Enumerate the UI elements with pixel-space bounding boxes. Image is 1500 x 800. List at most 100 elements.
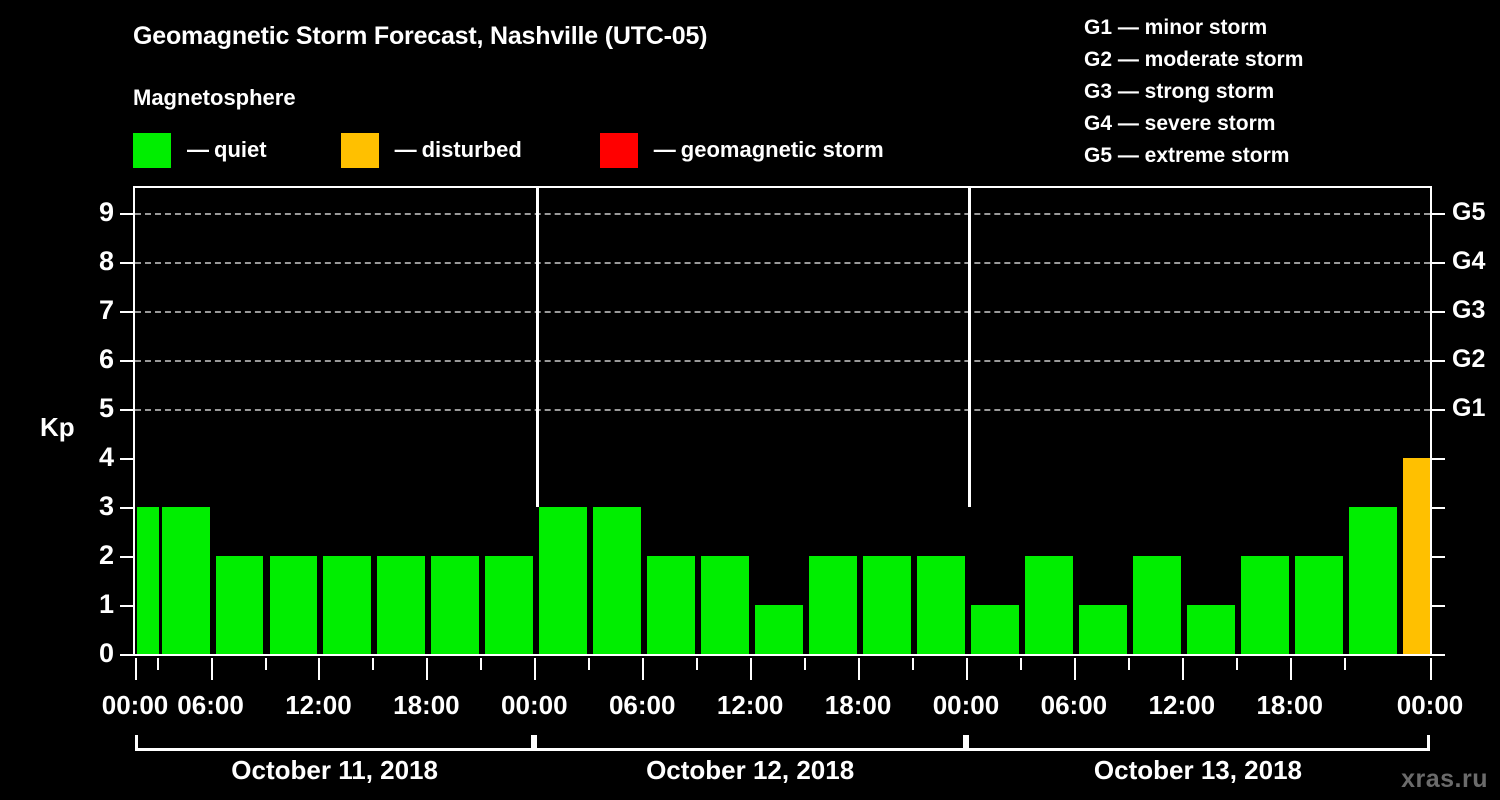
right-tick-mark-7 xyxy=(1432,310,1445,313)
y-tick-mark-4 xyxy=(120,457,133,460)
x-tick-label-8: 00:00 xyxy=(932,690,1000,720)
gridline-kp-6 xyxy=(135,359,1430,362)
bar xyxy=(539,506,588,654)
x-tick-mark-17 xyxy=(1019,658,1022,670)
y-tick-mark-6 xyxy=(120,359,133,362)
y-tick-mark-8 xyxy=(120,261,133,264)
y-tick-label-7: 7 xyxy=(98,294,114,325)
right-tick-mark-5 xyxy=(1432,408,1445,411)
x-tick-label-1: 06:00 xyxy=(177,690,244,720)
x-tick-mark-16 xyxy=(965,658,968,680)
y-tick-label-2: 2 xyxy=(98,539,114,570)
y-tick-label-3: 3 xyxy=(98,490,114,521)
bar xyxy=(701,555,750,654)
y-tick-mark-9 xyxy=(120,212,133,215)
disturbed-swatch xyxy=(340,132,379,168)
x-tick-mark-3 xyxy=(264,658,267,670)
legend-dash-icon: — xyxy=(653,137,676,162)
y-tick-mark-7 xyxy=(120,310,133,313)
day-divider-1 xyxy=(536,188,540,507)
x-tick-mark-1 xyxy=(156,658,159,670)
bar xyxy=(1078,604,1127,654)
legend-entry-geomagnetic-storm: — geomagnetic storm xyxy=(599,130,884,170)
x-tick-label-6: 12:00 xyxy=(716,690,784,720)
page-title: Geomagnetic Storm Forecast, Nashville (U… xyxy=(133,22,708,50)
legend-entry-quiet: — quiet xyxy=(133,130,267,170)
y-tick-label-6: 6 xyxy=(98,343,114,374)
bar xyxy=(1402,457,1430,654)
x-tick-label-4: 00:00 xyxy=(501,690,568,720)
x-tick-mark-8 xyxy=(534,658,537,680)
bar xyxy=(215,555,264,654)
g-tick-label-G4: G4 xyxy=(1452,246,1486,275)
x-tick-mark-20 xyxy=(1181,658,1184,680)
bar xyxy=(970,604,1019,654)
x-tick-mark-11 xyxy=(696,658,699,670)
legend-label: disturbed xyxy=(421,137,522,162)
day-divider-2 xyxy=(967,188,971,507)
y-tick-mark-1 xyxy=(120,604,133,607)
g-legend-line-4: G4 — severe storm xyxy=(1084,112,1276,135)
x-tick-label-3: 18:00 xyxy=(393,690,460,720)
legend-entry-disturbed: — disturbed xyxy=(340,130,522,170)
x-tick-mark-15 xyxy=(912,658,914,670)
x-tick-label-9: 06:00 xyxy=(1040,690,1108,720)
x-tick-label-5: 06:00 xyxy=(608,690,676,720)
day-label-1: October 11, 2018 xyxy=(231,755,438,785)
g-tick-label-G5: G5 xyxy=(1452,197,1486,226)
color-legend: — quiet — disturbed — geomagnetic storm xyxy=(133,130,884,170)
g-legend-line-1: G1 — minor storm xyxy=(1084,16,1268,39)
g-tick-label-G2: G2 xyxy=(1452,344,1486,373)
x-tick-mark-9 xyxy=(588,658,591,670)
x-tick-mark-12 xyxy=(750,658,753,680)
bar xyxy=(269,555,318,654)
quiet-swatch xyxy=(133,132,171,168)
right-tick-mark-2 xyxy=(1432,555,1445,558)
bar xyxy=(161,506,210,654)
bar xyxy=(647,555,696,654)
x-tick-mark-21 xyxy=(1235,658,1238,670)
x-tick-mark-0 xyxy=(135,658,137,680)
gridline-kp-5 xyxy=(135,408,1430,411)
y-tick-mark-3 xyxy=(120,506,133,509)
bar xyxy=(863,555,911,654)
x-tick-label-10: 12:00 xyxy=(1148,690,1216,720)
plot-area xyxy=(133,186,1432,656)
bar xyxy=(1348,506,1397,654)
day-label-2: October 12, 2018 xyxy=(646,755,855,785)
bar xyxy=(377,555,426,654)
x-tick-mark-4 xyxy=(318,658,321,680)
bar xyxy=(593,506,642,654)
g-tick-label-G1: G1 xyxy=(1452,393,1486,422)
bar xyxy=(137,506,159,654)
bar xyxy=(1294,555,1343,654)
right-tick-mark-6 xyxy=(1432,359,1445,362)
right-tick-mark-0 xyxy=(1432,654,1445,656)
gridline-kp-8 xyxy=(135,261,1430,264)
x-tick-mark-10 xyxy=(642,658,645,680)
right-tick-mark-3 xyxy=(1432,506,1445,509)
legend-dash-icon: — xyxy=(187,137,209,162)
bar xyxy=(323,555,372,654)
x-tick-mark-24 xyxy=(1430,658,1432,680)
x-tick-mark-18 xyxy=(1073,658,1076,680)
y-axis-title: Kp xyxy=(40,412,75,442)
bar xyxy=(809,555,858,654)
bar xyxy=(431,555,480,654)
x-tick-mark-14 xyxy=(858,658,861,680)
legend-dash-icon: — xyxy=(394,137,417,162)
right-tick-mark-9 xyxy=(1432,212,1445,215)
gridline-kp-7 xyxy=(135,310,1430,313)
bar xyxy=(1132,555,1181,654)
g-legend-line-3: G3 — strong storm xyxy=(1084,80,1275,103)
day-bracket-2 xyxy=(534,735,966,751)
chart-subtitle: Magnetosphere xyxy=(133,85,296,110)
bar xyxy=(1240,555,1289,654)
y-tick-label-8: 8 xyxy=(98,245,114,276)
y-tick-mark-2 xyxy=(120,555,133,558)
y-tick-label-5: 5 xyxy=(98,392,114,423)
y-tick-label-1: 1 xyxy=(98,588,114,619)
bar xyxy=(1186,604,1235,654)
y-tick-mark-0 xyxy=(120,654,133,656)
x-tick-label-2: 12:00 xyxy=(285,690,352,720)
